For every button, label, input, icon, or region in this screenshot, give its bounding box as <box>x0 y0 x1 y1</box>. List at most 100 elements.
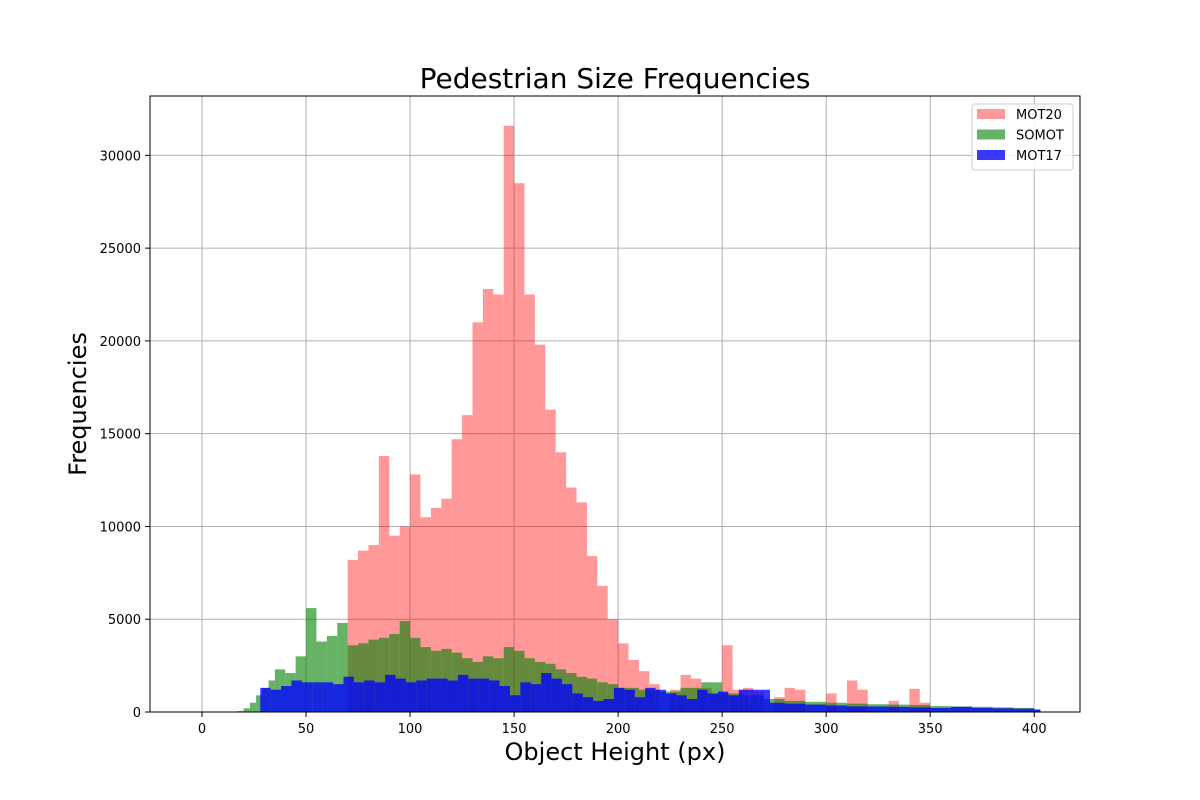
histogram-bar <box>722 645 733 712</box>
histogram-bar <box>430 507 442 712</box>
histogram-bar <box>499 686 510 712</box>
histogram-bar <box>322 682 334 712</box>
histogram-bar <box>291 680 302 712</box>
histogram-bar <box>364 680 375 712</box>
histogram-bar <box>930 707 952 712</box>
histogram-bar <box>586 556 598 712</box>
histogram-bar <box>655 689 666 712</box>
histogram-bar <box>597 585 608 712</box>
histogram-bar <box>509 695 521 712</box>
histogram-bar <box>524 294 535 712</box>
histogram-bar <box>541 673 552 712</box>
histogram-bar <box>420 647 431 712</box>
histogram-bar <box>624 689 635 712</box>
histogram-bar <box>1013 708 1035 712</box>
histogram-bar <box>249 702 257 712</box>
histogram-bar <box>441 498 452 712</box>
histogram-bar <box>337 622 348 712</box>
histogram-bars <box>237 125 1041 712</box>
legend-swatch-mot20 <box>977 109 1005 119</box>
histogram-bar <box>374 682 386 712</box>
histogram-bar <box>805 704 827 712</box>
histogram-bar <box>503 647 515 712</box>
histogram-bar <box>992 708 1014 712</box>
histogram-bar <box>759 689 770 712</box>
x-tick-label: 400 <box>1022 722 1047 737</box>
histogram-bar <box>534 344 546 712</box>
x-tick-label: 100 <box>398 722 423 737</box>
histogram-bar <box>686 699 698 712</box>
histogram-bar <box>343 676 354 712</box>
histogram-bar <box>426 678 438 712</box>
histogram-bar <box>717 691 729 712</box>
x-tick-label: 250 <box>710 722 735 737</box>
histogram-bar <box>493 294 504 712</box>
histogram-bar <box>634 697 646 712</box>
histogram-bar <box>389 535 400 712</box>
histogram-bar <box>593 700 604 712</box>
histogram-bar <box>301 682 313 712</box>
histogram-bar <box>555 452 567 712</box>
axis-ticks: 0 50 100 150 200 250 300 350 400 0 5000 10000 15000 2… <box>100 149 1047 737</box>
histogram-bar <box>368 639 379 712</box>
histogram-bar <box>281 686 292 712</box>
histogram-bar <box>697 689 708 712</box>
histogram-bar <box>405 682 417 712</box>
histogram-bar <box>607 684 619 712</box>
histogram-bar <box>326 635 338 712</box>
histogram-bar <box>420 517 431 712</box>
histogram-bar <box>566 487 577 712</box>
histogram-bar <box>378 455 390 712</box>
histogram-bar <box>270 689 282 712</box>
y-tick-label: 30000 <box>100 149 141 164</box>
histogram-bar <box>468 678 479 712</box>
histogram-bar <box>457 674 469 712</box>
histogram-bar <box>447 680 458 712</box>
histogram-bar <box>333 684 344 712</box>
histogram-bar <box>888 706 910 712</box>
histogram-bar <box>613 687 625 712</box>
histogram-bar <box>1034 709 1041 712</box>
histogram-bar <box>645 687 656 712</box>
histogram-bar <box>472 322 483 712</box>
histogram-bar <box>482 288 494 712</box>
x-tick-label: 150 <box>502 722 527 737</box>
histogram-bar <box>399 526 411 712</box>
histogram-bar <box>395 678 406 712</box>
histogram-bar <box>399 621 411 712</box>
histogram-bar <box>256 695 263 712</box>
x-tick-label: 0 <box>198 722 206 737</box>
histogram-bar <box>312 682 323 712</box>
histogram-bar <box>846 680 858 712</box>
histogram-bar <box>707 693 718 712</box>
x-tick-label: 300 <box>814 722 839 737</box>
series-mot17 <box>260 673 1041 712</box>
y-axis-label: Frequencies <box>64 332 92 476</box>
histogram-bar <box>389 634 400 712</box>
y-tick-label: 10000 <box>100 520 141 535</box>
histogram-bar <box>520 682 531 712</box>
histogram-bar <box>410 474 421 712</box>
histogram-bar <box>597 682 608 712</box>
histogram-bar <box>738 689 750 712</box>
histogram-bar <box>857 689 868 712</box>
histogram-bar <box>545 409 556 712</box>
histogram-bar <box>628 660 639 712</box>
histogram-bar <box>676 695 687 712</box>
legend: MOT20 SOMOT MOT17 <box>971 103 1074 171</box>
chart-title: Pedestrian Size Frequencies <box>420 62 811 95</box>
histogram-bar <box>378 637 390 712</box>
histogram-bar <box>306 608 317 712</box>
histogram-bar <box>794 689 806 712</box>
histogram-bar <box>385 674 396 712</box>
histogram-bar <box>353 682 365 712</box>
legend-swatch-mot17 <box>977 150 1005 160</box>
histogram-bar <box>514 650 525 712</box>
histogram-bar <box>665 693 677 712</box>
histogram-bar <box>909 688 920 712</box>
series-mot20 <box>347 125 931 712</box>
histogram-bar <box>784 687 795 712</box>
histogram-bar <box>551 678 562 712</box>
y-tick-label: 25000 <box>100 242 141 257</box>
x-tick-label: 200 <box>606 722 631 737</box>
